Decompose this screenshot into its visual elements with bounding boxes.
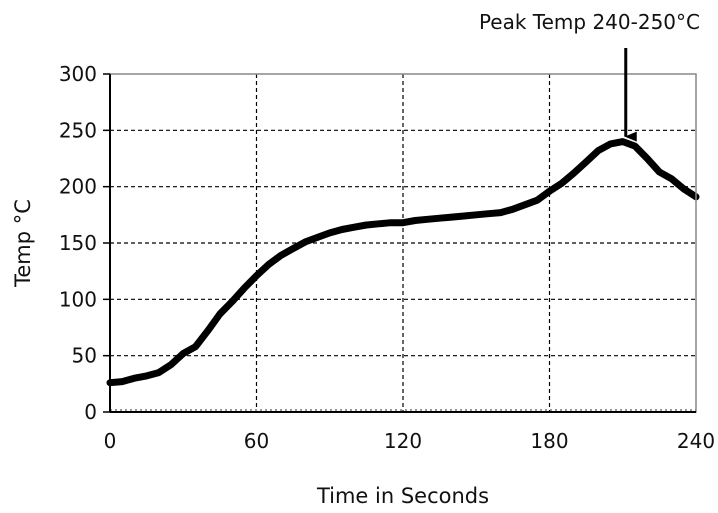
y-tick-label: 0 <box>84 400 97 424</box>
y-tick-label: 150 <box>59 231 97 255</box>
x-tick-label: 120 <box>384 429 422 453</box>
y-axis-title: Temp °C <box>11 199 35 288</box>
x-tick-label: 60 <box>244 429 269 453</box>
peak-annotation-label: Peak Temp 240-250°C <box>479 10 700 34</box>
y-tick-label: 200 <box>59 175 97 199</box>
x-tick-label: 180 <box>530 429 568 453</box>
x-axis-title: Time in Seconds <box>316 484 489 508</box>
temperature-series-line <box>106 138 700 387</box>
peak-annotation: Peak Temp 240-250°C <box>479 10 700 142</box>
plot-frame <box>103 73 697 413</box>
y-tick-label: 250 <box>59 118 97 142</box>
y-tick-labels: 0 50 100 150 200 250 300 <box>59 62 97 424</box>
x-tick-label: 0 <box>104 429 117 453</box>
x-tick-labels: 0 60 120 180 240 <box>104 429 715 453</box>
grid-lines <box>110 74 696 412</box>
y-tick-label: 300 <box>59 62 97 86</box>
y-tick-label: 100 <box>59 287 97 311</box>
y-tick-label: 50 <box>72 344 97 368</box>
series-layer <box>106 138 700 387</box>
x-tick-label: 240 <box>677 429 715 453</box>
